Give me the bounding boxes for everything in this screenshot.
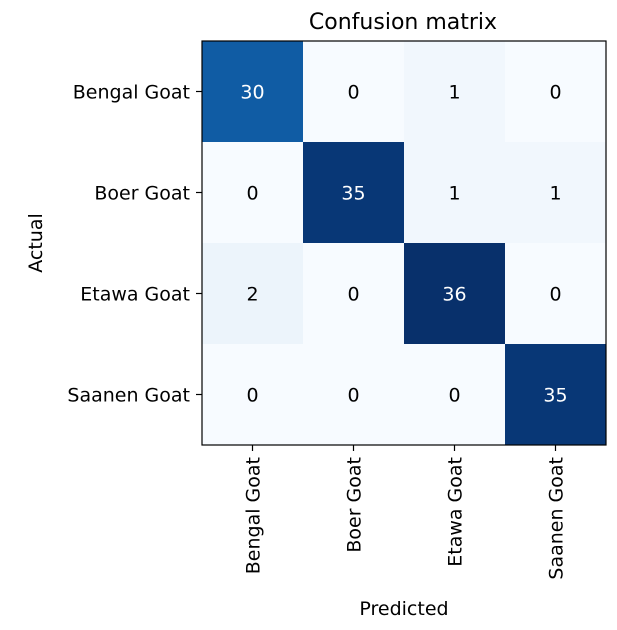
x-tick-label: Bengal Goat [243, 457, 265, 574]
heatmap-cells: 30 0 1 0 0 35 1 1 2 0 36 0 0 0 0 35 [202, 41, 607, 446]
heatmap-cell [202, 344, 304, 446]
cell-value-label: 35 [341, 183, 365, 205]
heatmap-cell [404, 41, 506, 143]
heatmap-cell [404, 142, 506, 244]
y-tick-label: Boer Goat [94, 183, 190, 205]
cell-value-label: 1 [448, 183, 460, 205]
cell-value-label: 0 [549, 82, 561, 104]
heatmap-cell [303, 344, 405, 446]
heatmap-cell [505, 344, 607, 446]
cell-value-label: 0 [347, 82, 359, 104]
x-tick-label: Etawa Goat [445, 457, 467, 567]
heatmap-cell [303, 41, 405, 143]
y-axis: Bengal Goat Boer Goat Etawa Goat Saanen Goa… [67, 82, 202, 407]
cell-value-label: 35 [543, 385, 567, 407]
x-axis-label: Predicted [359, 598, 448, 620]
y-tick-label: Etawa Goat [80, 284, 190, 306]
cell-value-label: 1 [448, 82, 460, 104]
cell-value-label: 30 [240, 82, 264, 104]
y-axis-label: Actual [25, 213, 47, 273]
cell-value-label: 1 [549, 183, 561, 205]
cell-value-label: 0 [549, 284, 561, 306]
cell-value-label: 0 [246, 183, 258, 205]
chart-title: Confusion matrix [309, 10, 497, 35]
x-tick-label: Boer Goat [344, 457, 366, 553]
heatmap-cell [303, 243, 405, 345]
heatmap-cell [404, 243, 506, 345]
cell-value-label: 0 [246, 385, 258, 407]
plot-frame [201, 40, 607, 446]
cell-value-label: 36 [442, 284, 466, 306]
x-axis: Bengal Goat Boer Goat Etawa Goat Saanen Goa… [243, 445, 568, 580]
heatmap-cell [303, 142, 405, 244]
heatmap-cell [505, 243, 607, 345]
y-tick-label: Saanen Goat [67, 385, 190, 407]
cell-value-label: 2 [246, 284, 258, 306]
heatmap-cell [202, 41, 304, 143]
heatmap-cell [404, 344, 506, 446]
cell-value-label: 0 [347, 284, 359, 306]
y-tick-label: Bengal Goat [73, 82, 190, 104]
heatmap-cell [202, 142, 304, 244]
cell-value-label: 0 [448, 385, 460, 407]
heatmap-cell [505, 41, 607, 143]
heatmap-cell [505, 142, 607, 244]
heatmap-cell [202, 243, 304, 345]
x-tick-label: Saanen Goat [546, 457, 568, 580]
cell-value-label: 0 [347, 385, 359, 407]
